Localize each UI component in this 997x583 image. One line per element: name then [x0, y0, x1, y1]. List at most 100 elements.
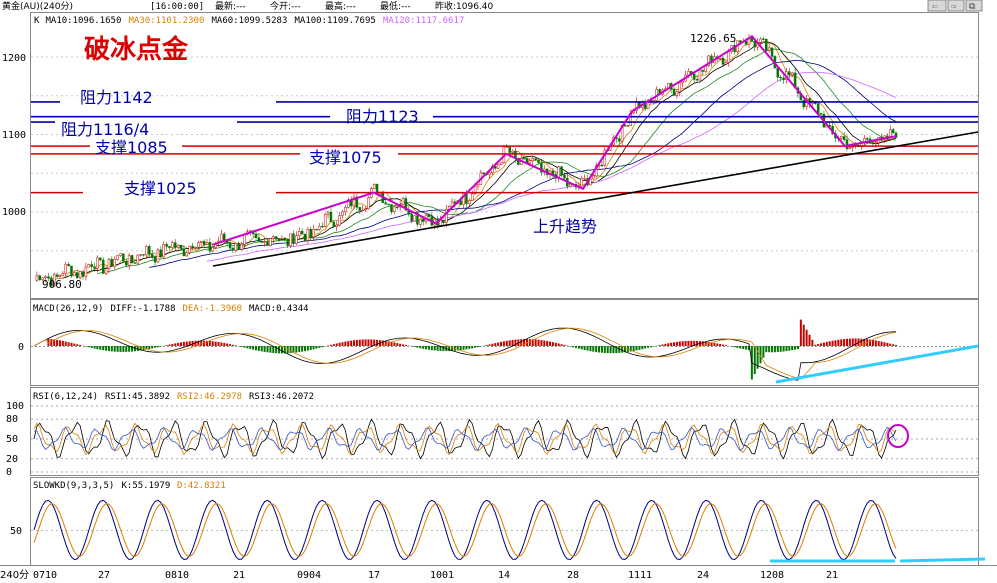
macd-bar [56, 339, 59, 346]
macd-bar [843, 339, 846, 346]
candle-body [234, 242, 238, 251]
candle-body [522, 158, 526, 160]
restore-icon: ⧉ [969, 2, 976, 12]
candle-body [78, 271, 82, 279]
candle-body [315, 229, 318, 231]
macd-bar [439, 346, 442, 351]
candle-body [191, 245, 194, 249]
macd-bar [825, 341, 828, 346]
macd-bar [433, 346, 436, 351]
macd-bar [67, 342, 70, 346]
candle-body [482, 172, 485, 174]
macd-bar [168, 344, 171, 346]
candle-body [721, 57, 725, 65]
macd-bar [309, 346, 312, 350]
candle-body [220, 233, 223, 242]
kd-y-tick-50: 50 [10, 526, 22, 537]
macd-bar [554, 342, 557, 346]
macd-bar [771, 346, 774, 353]
candle-body [176, 244, 180, 248]
kd-legend: SLOWKD(9,3,3,5) K:55.1979 D:42.8321 [33, 481, 226, 491]
candle-body [266, 241, 269, 246]
macd-bar [851, 338, 854, 346]
candle-body [600, 164, 604, 167]
candle-body [352, 196, 356, 207]
candle-body [41, 277, 44, 280]
macd-bar [107, 346, 110, 352]
macd-bar [892, 344, 895, 346]
macd-bar [681, 341, 684, 346]
rsi-legend-item-1: RSI1:45.3892 [105, 392, 170, 402]
candle-body [871, 142, 875, 144]
candle-body [419, 218, 422, 225]
macd-bar [87, 346, 90, 348]
low-price-label: 906.80 [42, 278, 82, 291]
macd-bar [154, 346, 157, 348]
back-button[interactable] [927, 0, 947, 12]
macd-legend-item-3: MACD:0.4344 [249, 304, 309, 314]
macd-bar [828, 341, 831, 346]
candle-body [104, 268, 108, 274]
macd-bar [145, 346, 148, 350]
uptrend-label: 上升趋势 [533, 217, 597, 236]
candle-body [701, 69, 705, 72]
macd-bar [768, 346, 771, 353]
macd-bar [350, 340, 353, 346]
macd-bar [93, 346, 96, 349]
ma-legend-item-2: MA30:1101.2300 [129, 16, 205, 26]
macd-bar [802, 324, 805, 346]
macd-bar [557, 343, 560, 346]
macd-bar [243, 346, 246, 348]
macd-bar [716, 343, 719, 346]
macd-bar [125, 346, 128, 352]
macd-bar [338, 342, 341, 346]
candle-body [762, 38, 765, 40]
forward-arrow-icon: ⇨ [951, 2, 957, 12]
macd-bar [874, 340, 877, 346]
candle-body [148, 246, 151, 255]
candle-body [782, 77, 785, 80]
resistance-1142-label: 阻力1142 [80, 88, 153, 107]
candle-body [182, 248, 186, 257]
macd-bar [661, 344, 664, 346]
macd-bar [684, 341, 687, 346]
candle-body [125, 260, 128, 266]
candle-body [156, 249, 160, 263]
forward-button[interactable] [947, 0, 965, 12]
macd-bar [505, 340, 508, 346]
macd-bar [188, 341, 191, 346]
k-line [33, 499, 897, 561]
macd-bar [733, 346, 736, 348]
candle-body [263, 241, 266, 243]
candle-body [145, 246, 148, 256]
candle-body [540, 162, 543, 173]
macd-bar [217, 341, 220, 346]
macd-bar [779, 346, 782, 352]
restore-button[interactable] [965, 0, 983, 12]
candle-body [142, 254, 145, 256]
macd-bar [413, 346, 416, 348]
candle-body [710, 55, 713, 64]
macd-bar [895, 345, 897, 346]
candle-body [442, 220, 445, 223]
x-label-17: 17 [368, 570, 380, 581]
macd-bar [785, 346, 788, 352]
candle-body [35, 275, 39, 281]
macd-bar [739, 346, 742, 349]
macd-bar [275, 346, 278, 354]
macd-bar [53, 339, 56, 346]
rsi-grid: 100 80 50 20 0 [6, 401, 978, 478]
macd-bar [298, 346, 301, 353]
ma-legend-item-4: MA100:1109.7695 [295, 16, 376, 26]
candle-body [338, 215, 341, 226]
candle-body [257, 237, 261, 242]
candle-body [718, 57, 722, 60]
candle-body [101, 259, 105, 274]
macd-bar [782, 346, 785, 352]
macd-bar [272, 346, 275, 353]
x-label-21: 21 [826, 570, 838, 581]
candle-body [99, 257, 102, 261]
macd-bar [696, 340, 699, 346]
candle-body [744, 41, 748, 45]
rsi-legend-item-0: RSI(6,12,24) [33, 392, 98, 402]
